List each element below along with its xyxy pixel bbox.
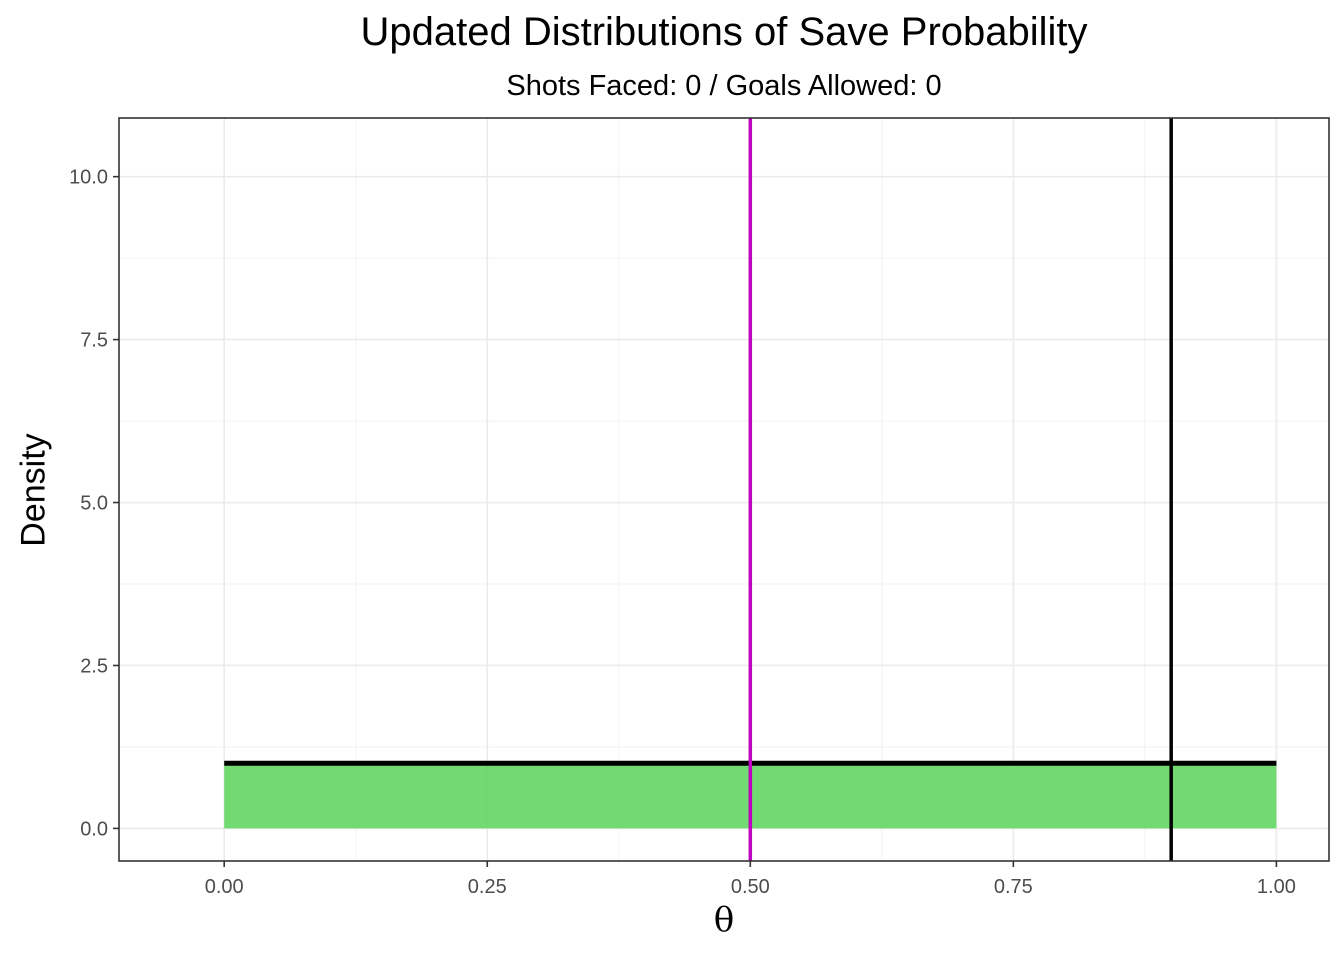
- y-tick-label: 10.0: [69, 167, 108, 189]
- plot-background: [119, 118, 1329, 861]
- x-tick-label: 0.75: [994, 876, 1033, 898]
- x-tick-label: 1.00: [1257, 876, 1296, 898]
- panel-border: [118, 117, 1330, 862]
- x-axis-label: θ: [713, 900, 735, 940]
- y-tick-label: 2.5: [80, 655, 108, 677]
- x-tick-label: 0.25: [468, 876, 507, 898]
- chart-title: Updated Distributions of Save Probabilit…: [360, 10, 1088, 54]
- y-tick-label: 7.5: [80, 330, 108, 352]
- y-axis-label: Density: [14, 433, 53, 547]
- x-tick-label: 0.00: [205, 876, 244, 898]
- y-tick-label: 0.0: [80, 818, 108, 840]
- x-tick-label: 0.50: [731, 876, 770, 898]
- y-tick-label: 5.0: [80, 493, 108, 515]
- chart-subtitle: Shots Faced: 0 / Goals Allowed: 0: [506, 70, 942, 102]
